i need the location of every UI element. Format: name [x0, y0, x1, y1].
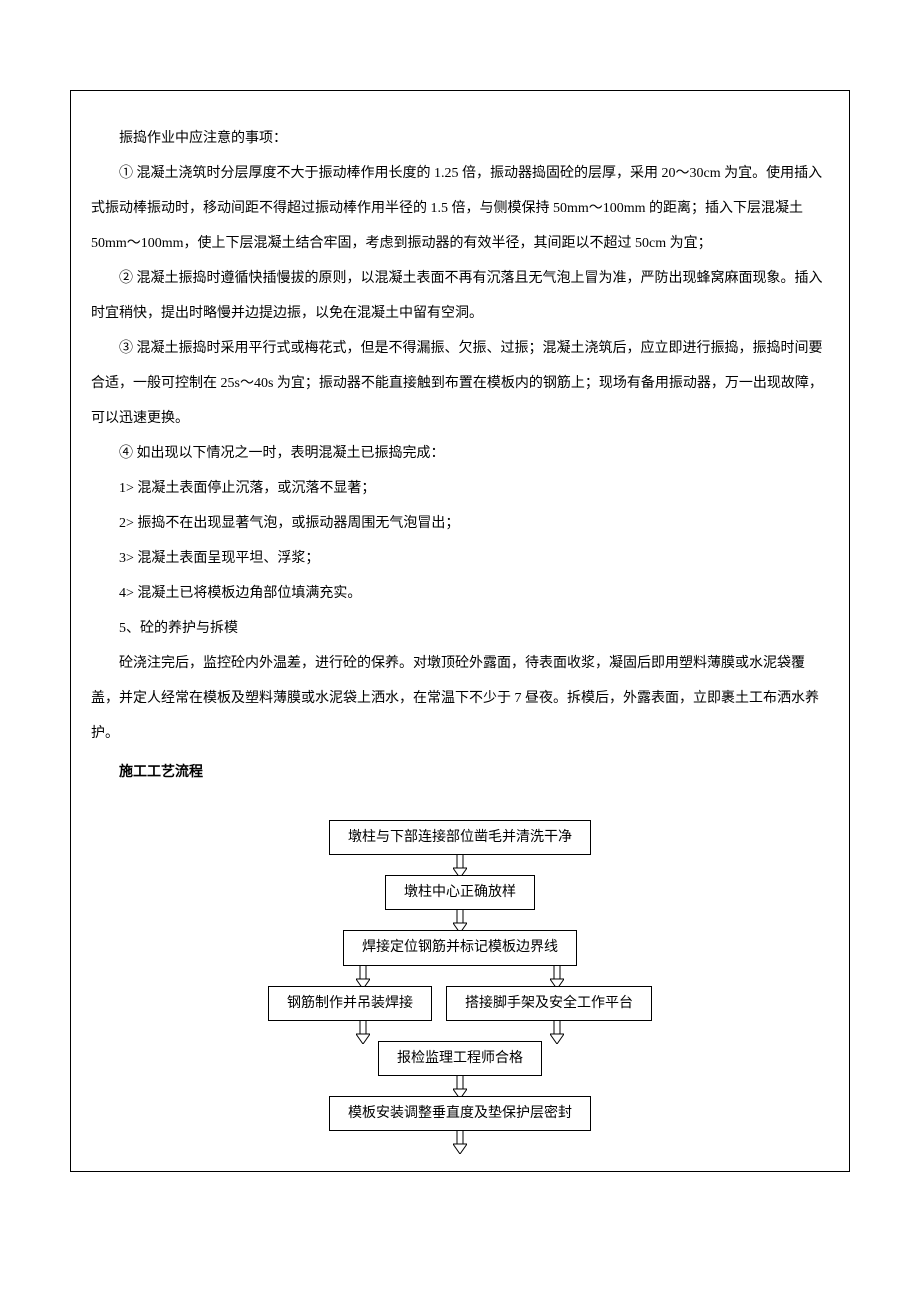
flow-node-6: 模板安装调整垂直度及垫保护层密封 — [329, 1096, 591, 1131]
flow-node-5: 报检监理工程师合格 — [378, 1041, 542, 1076]
paragraph-item-4: ④ 如出现以下情况之一时，表明混凝土已振捣完成： — [91, 436, 829, 471]
paragraph-sub-2: 2> 振捣不在出现显著气泡，或振动器周围无气泡冒出； — [91, 506, 829, 541]
paragraph-item-1: ① 混凝土浇筑时分层厚度不大于振动棒作用长度的 1.25 倍，振动器捣固砼的层厚… — [91, 156, 829, 261]
process-heading: 施工工艺流程 — [91, 755, 829, 790]
document-content: 振捣作业中应注意的事项： ① 混凝土浇筑时分层厚度不大于振动棒作用长度的 1.2… — [70, 90, 850, 1172]
paragraph-curing: 砼浇注完后，监控砼内外温差，进行砼的保养。对墩顶砼外露面，待表面收浆，凝固后即用… — [91, 646, 829, 751]
flow-node-4b: 搭接脚手架及安全工作平台 — [446, 986, 652, 1021]
flow-row-parallel: 钢筋制作并吊装焊接 搭接脚手架及安全工作平台 — [268, 986, 652, 1021]
flow-arrow-icon — [356, 1018, 370, 1044]
flow-node-2: 墩柱中心正确放样 — [385, 875, 535, 910]
flow-arrow-icon — [453, 1128, 467, 1154]
paragraph-section-5: 5、砼的养护与拆模 — [91, 611, 829, 646]
paragraph-intro: 振捣作业中应注意的事项： — [91, 121, 829, 156]
paragraph-item-2: ② 混凝土振捣时遵循快插慢拔的原则，以混凝土表面不再有沉落且无气泡上冒为准，严防… — [91, 261, 829, 331]
flow-node-3: 焊接定位钢筋并标记模板边界线 — [343, 930, 577, 965]
paragraph-sub-1: 1> 混凝土表面停止沉落，或沉落不显著； — [91, 471, 829, 506]
paragraph-item-3: ③ 混凝土振捣时采用平行式或梅花式，但是不得漏振、欠振、过振；混凝土浇筑后，应立… — [91, 331, 829, 436]
flow-arrow-icon — [550, 1018, 564, 1044]
flow-node-1: 墩柱与下部连接部位凿毛并清洗干净 — [329, 820, 591, 855]
process-flowchart: 墩柱与下部连接部位凿毛并清洗干净 墩柱中心正确放样 焊接定位钢筋并标记模板边界线 — [91, 820, 829, 1151]
paragraph-sub-4: 4> 混凝土已将模板边角部位填满充实。 — [91, 576, 829, 611]
paragraph-sub-3: 3> 混凝土表面呈现平坦、浮浆； — [91, 541, 829, 576]
flow-node-4a: 钢筋制作并吊装焊接 — [268, 986, 432, 1021]
